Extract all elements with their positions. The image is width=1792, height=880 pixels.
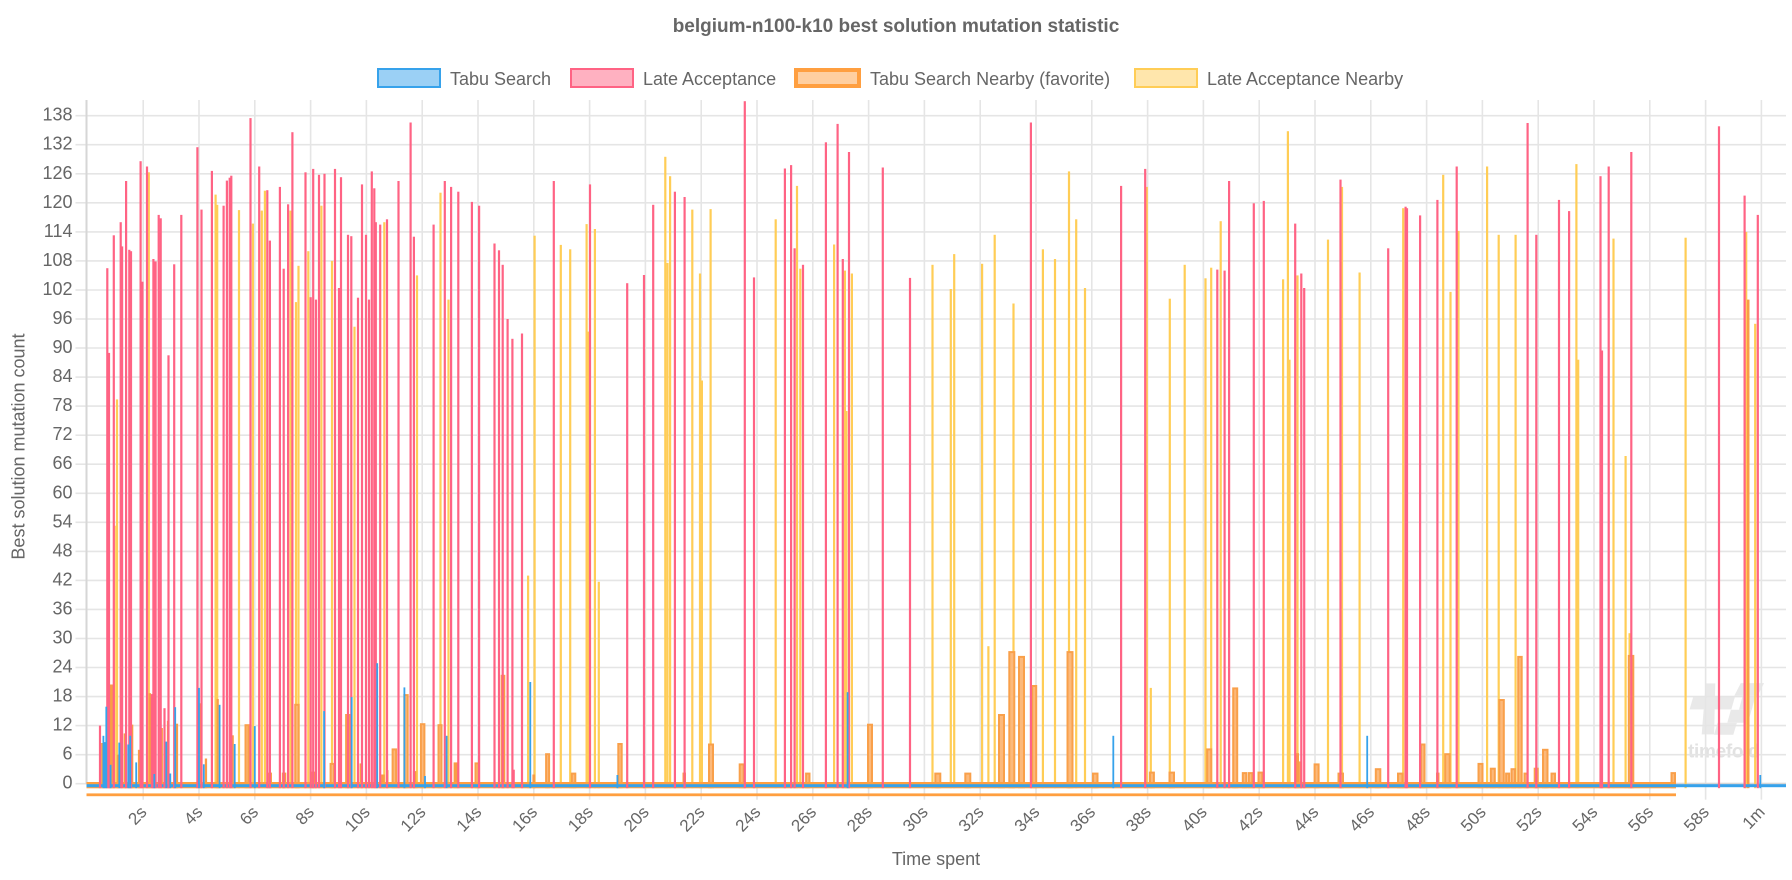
- svg-text:90: 90: [52, 337, 72, 357]
- svg-text:114: 114: [44, 221, 73, 241]
- svg-text:10s: 10s: [341, 803, 374, 836]
- svg-text:44s: 44s: [1290, 803, 1323, 836]
- svg-text:12: 12: [52, 715, 72, 735]
- svg-text:54s: 54s: [1569, 803, 1602, 836]
- svg-text:30: 30: [52, 628, 72, 648]
- svg-text:20s: 20s: [620, 803, 653, 836]
- svg-text:50s: 50s: [1457, 803, 1490, 836]
- svg-text:1m: 1m: [1739, 803, 1769, 833]
- svg-text:32s: 32s: [955, 803, 988, 836]
- svg-text:84: 84: [52, 366, 72, 386]
- svg-text:78: 78: [52, 395, 72, 415]
- svg-text:48: 48: [52, 540, 72, 560]
- svg-text:120: 120: [42, 192, 72, 212]
- svg-text:4s: 4s: [180, 803, 206, 829]
- svg-text:72: 72: [52, 424, 72, 444]
- svg-text:132: 132: [42, 134, 72, 154]
- svg-text:18s: 18s: [564, 803, 597, 836]
- svg-text:56s: 56s: [1624, 803, 1657, 836]
- svg-text:46s: 46s: [1345, 803, 1378, 836]
- svg-text:126: 126: [42, 163, 72, 183]
- svg-text:2s: 2s: [124, 803, 150, 829]
- svg-text:40s: 40s: [1178, 803, 1211, 836]
- svg-text:0: 0: [62, 773, 72, 793]
- svg-text:34s: 34s: [1011, 803, 1044, 836]
- svg-text:96: 96: [52, 308, 72, 328]
- svg-text:8s: 8s: [292, 803, 318, 829]
- svg-text:14s: 14s: [453, 803, 486, 836]
- svg-text:52s: 52s: [1513, 803, 1546, 836]
- svg-text:38s: 38s: [1122, 803, 1155, 836]
- svg-text:18: 18: [52, 686, 72, 706]
- svg-text:108: 108: [42, 250, 72, 270]
- svg-text:42s: 42s: [1234, 803, 1267, 836]
- svg-text:102: 102: [42, 279, 72, 299]
- svg-text:58s: 58s: [1680, 803, 1713, 836]
- svg-text:12s: 12s: [397, 803, 430, 836]
- svg-text:36: 36: [52, 598, 72, 618]
- svg-text:66: 66: [52, 453, 72, 473]
- svg-text:48s: 48s: [1401, 803, 1434, 836]
- svg-text:22s: 22s: [676, 803, 709, 836]
- svg-text:28s: 28s: [843, 803, 876, 836]
- svg-text:26s: 26s: [787, 803, 820, 836]
- svg-text:54: 54: [52, 511, 72, 531]
- svg-text:6s: 6s: [236, 803, 262, 829]
- svg-text:138: 138: [42, 105, 72, 125]
- svg-text:36s: 36s: [1066, 803, 1099, 836]
- svg-text:24: 24: [52, 657, 72, 677]
- svg-text:60: 60: [52, 482, 72, 502]
- svg-text:24s: 24s: [732, 803, 765, 836]
- svg-text:16s: 16s: [508, 803, 541, 836]
- svg-text:30s: 30s: [899, 803, 932, 836]
- svg-text:42: 42: [52, 569, 72, 589]
- svg-text:6: 6: [62, 744, 72, 764]
